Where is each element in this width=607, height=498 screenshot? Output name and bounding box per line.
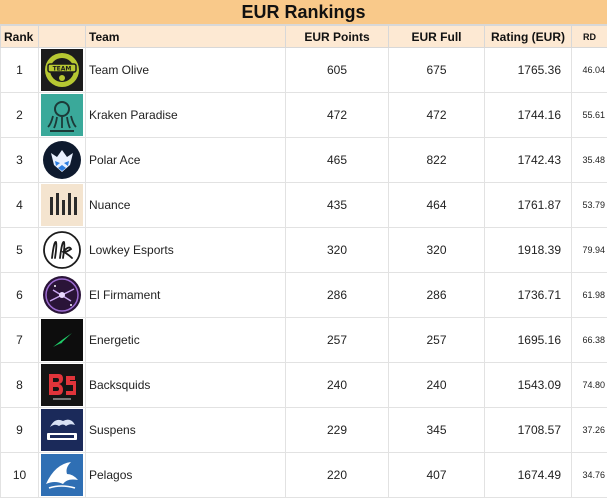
eur-points-cell: 605 bbox=[286, 48, 389, 93]
rd-cell: 55.61 bbox=[572, 93, 607, 138]
eur-points-cell: 472 bbox=[286, 93, 389, 138]
eur-full-cell: 464 bbox=[389, 183, 485, 228]
column-header-rd[interactable]: RD bbox=[572, 26, 607, 48]
team-name-cell[interactable]: Nuance bbox=[86, 183, 286, 228]
rank-cell: 7 bbox=[1, 318, 39, 363]
backsquids-logo-icon bbox=[41, 364, 83, 406]
rating-cell: 1744.16 bbox=[485, 93, 572, 138]
rating-cell: 1708.57 bbox=[485, 408, 572, 453]
table-header-row: Rank Team EUR Points EUR Full Rating (EU… bbox=[1, 26, 607, 48]
table-row[interactable]: 8 Backsquids 240 240 1543.09 74.80 bbox=[1, 363, 607, 408]
table-row[interactable]: 1 TEAM Team Olive 605 675 1765.36 46.04 bbox=[1, 48, 607, 93]
rating-cell: 1742.43 bbox=[485, 138, 572, 183]
eur-full-cell: 286 bbox=[389, 273, 485, 318]
eur-points-cell: 257 bbox=[286, 318, 389, 363]
rd-cell: 53.79 bbox=[572, 183, 607, 228]
eur-full-cell: 320 bbox=[389, 228, 485, 273]
team-name-cell[interactable]: Kraken Paradise bbox=[86, 93, 286, 138]
rating-cell: 1674.49 bbox=[485, 453, 572, 498]
table-row[interactable]: 7 Energetic 257 257 1695.16 66.38 bbox=[1, 318, 607, 363]
table-row[interactable]: 9 Suspens 229 345 1708.57 37.26 bbox=[1, 408, 607, 453]
rank-cell: 6 bbox=[1, 273, 39, 318]
rd-cell: 46.04 bbox=[572, 48, 607, 93]
team-name-cell[interactable]: Energetic bbox=[86, 318, 286, 363]
rating-cell: 1761.87 bbox=[485, 183, 572, 228]
eur-points-cell: 286 bbox=[286, 273, 389, 318]
table-row[interactable]: 10 Pelagos 220 407 1674.49 34.76 bbox=[1, 453, 607, 498]
eur-full-cell: 407 bbox=[389, 453, 485, 498]
eur-full-cell: 257 bbox=[389, 318, 485, 363]
table-row[interactable]: 3 Polar Ace 465 822 1742.43 35.48 bbox=[1, 138, 607, 183]
column-header-eur-points[interactable]: EUR Points bbox=[286, 26, 389, 48]
team-name-cell[interactable]: Backsquids bbox=[86, 363, 286, 408]
rating-cell: 1765.36 bbox=[485, 48, 572, 93]
lowkey-esports-logo-icon bbox=[41, 229, 83, 271]
column-header-team[interactable]: Team bbox=[86, 26, 286, 48]
el-firmament-logo-icon bbox=[41, 274, 83, 316]
rd-cell: 74.80 bbox=[572, 363, 607, 408]
rating-cell: 1543.09 bbox=[485, 363, 572, 408]
eur-full-cell: 472 bbox=[389, 93, 485, 138]
rank-cell: 4 bbox=[1, 183, 39, 228]
rd-cell: 37.26 bbox=[572, 408, 607, 453]
rank-cell: 3 bbox=[1, 138, 39, 183]
suspens-logo-icon bbox=[41, 409, 83, 451]
table-row[interactable]: 6 El Firmament 286 286 1736.71 bbox=[1, 273, 607, 318]
rankings-table: Rank Team EUR Points EUR Full Rating (EU… bbox=[0, 25, 607, 498]
eur-full-cell: 345 bbox=[389, 408, 485, 453]
pelagos-logo-icon bbox=[41, 454, 83, 496]
rd-cell: 66.38 bbox=[572, 318, 607, 363]
eur-full-cell: 822 bbox=[389, 138, 485, 183]
column-header-rank[interactable]: Rank bbox=[1, 26, 39, 48]
eur-points-cell: 240 bbox=[286, 363, 389, 408]
polar-ace-logo-icon bbox=[41, 139, 83, 181]
eur-points-cell: 465 bbox=[286, 138, 389, 183]
rd-cell: 34.76 bbox=[572, 453, 607, 498]
team-name-cell[interactable]: Pelagos bbox=[86, 453, 286, 498]
nuance-logo-icon bbox=[41, 184, 83, 226]
rd-cell: 61.98 bbox=[572, 273, 607, 318]
eur-full-cell: 675 bbox=[389, 48, 485, 93]
rating-cell: 1918.39 bbox=[485, 228, 572, 273]
column-header-eur-full[interactable]: EUR Full bbox=[389, 26, 485, 48]
rd-cell: 79.94 bbox=[572, 228, 607, 273]
page-title: EUR Rankings bbox=[0, 0, 607, 25]
rank-cell: 9 bbox=[1, 408, 39, 453]
table-row[interactable]: 2 Kraken Paradise 472 472 1744.16 55.61 bbox=[1, 93, 607, 138]
team-olive-logo-icon: TEAM bbox=[41, 49, 83, 91]
rating-cell: 1695.16 bbox=[485, 318, 572, 363]
team-name-cell[interactable]: Team Olive bbox=[86, 48, 286, 93]
column-header-rating[interactable]: Rating (EUR) bbox=[485, 26, 572, 48]
table-row[interactable]: 4 Nuance 435 464 1761.87 53.79 bbox=[1, 183, 607, 228]
rank-cell: 10 bbox=[1, 453, 39, 498]
team-name-cell[interactable]: Suspens bbox=[86, 408, 286, 453]
team-name-cell[interactable]: Polar Ace bbox=[86, 138, 286, 183]
rank-cell: 2 bbox=[1, 93, 39, 138]
team-name-cell[interactable]: El Firmament bbox=[86, 273, 286, 318]
rank-cell: 8 bbox=[1, 363, 39, 408]
eur-points-cell: 229 bbox=[286, 408, 389, 453]
rating-cell: 1736.71 bbox=[485, 273, 572, 318]
energetic-logo-icon bbox=[41, 319, 83, 361]
rd-cell: 35.48 bbox=[572, 138, 607, 183]
svg-text:TEAM: TEAM bbox=[53, 66, 72, 73]
eur-points-cell: 220 bbox=[286, 453, 389, 498]
eur-points-cell: 320 bbox=[286, 228, 389, 273]
team-name-cell[interactable]: Lowkey Esports bbox=[86, 228, 286, 273]
eur-full-cell: 240 bbox=[389, 363, 485, 408]
rank-cell: 5 bbox=[1, 228, 39, 273]
eur-points-cell: 435 bbox=[286, 183, 389, 228]
kraken-paradise-logo-icon bbox=[41, 94, 83, 136]
table-row[interactable]: 5 Lowkey Esports 320 320 1918.39 79.94 bbox=[1, 228, 607, 273]
column-header-logo bbox=[39, 26, 86, 48]
rank-cell: 1 bbox=[1, 48, 39, 93]
